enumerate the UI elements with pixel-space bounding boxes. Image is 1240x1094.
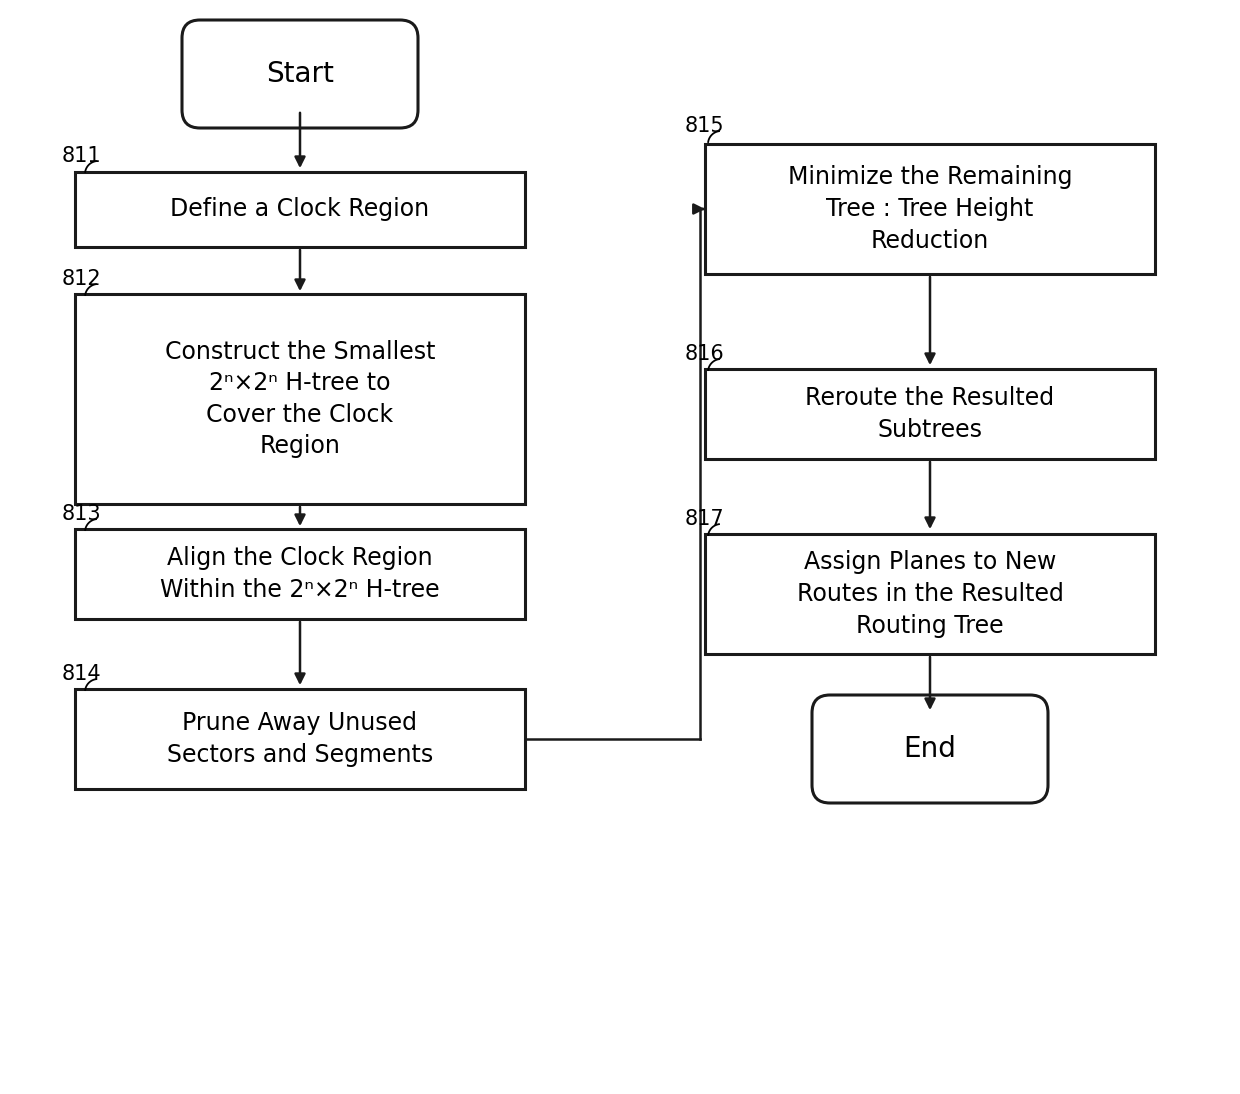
Text: 817: 817 bbox=[684, 509, 724, 529]
FancyBboxPatch shape bbox=[706, 369, 1154, 459]
Text: Minimize the Remaining
Tree : Tree Height
Reduction: Minimize the Remaining Tree : Tree Heigh… bbox=[787, 165, 1073, 253]
Text: Define a Clock Region: Define a Clock Region bbox=[170, 197, 429, 221]
Text: 814: 814 bbox=[62, 664, 102, 684]
Text: 816: 816 bbox=[684, 344, 724, 364]
FancyBboxPatch shape bbox=[74, 294, 525, 504]
Text: Construct the Smallest
2ⁿ×2ⁿ H-tree to
Cover the Clock
Region: Construct the Smallest 2ⁿ×2ⁿ H-tree to C… bbox=[165, 339, 435, 458]
FancyBboxPatch shape bbox=[706, 534, 1154, 654]
FancyBboxPatch shape bbox=[182, 20, 418, 128]
Text: Assign Planes to New
Routes in the Resulted
Routing Tree: Assign Planes to New Routes in the Resul… bbox=[796, 550, 1064, 638]
Text: Prune Away Unused
Sectors and Segments: Prune Away Unused Sectors and Segments bbox=[167, 711, 433, 767]
FancyBboxPatch shape bbox=[812, 695, 1048, 803]
Text: 815: 815 bbox=[684, 116, 724, 136]
Text: 813: 813 bbox=[62, 504, 102, 524]
Text: Start: Start bbox=[267, 60, 334, 88]
Text: 812: 812 bbox=[62, 269, 102, 289]
Text: Reroute the Resulted
Subtrees: Reroute the Resulted Subtrees bbox=[806, 386, 1054, 442]
FancyBboxPatch shape bbox=[74, 172, 525, 246]
Text: End: End bbox=[904, 735, 956, 763]
FancyBboxPatch shape bbox=[74, 689, 525, 789]
Text: Align the Clock Region
Within the 2ⁿ×2ⁿ H-tree: Align the Clock Region Within the 2ⁿ×2ⁿ … bbox=[160, 546, 440, 602]
FancyBboxPatch shape bbox=[706, 144, 1154, 274]
Text: 811: 811 bbox=[62, 146, 102, 166]
FancyBboxPatch shape bbox=[74, 529, 525, 619]
